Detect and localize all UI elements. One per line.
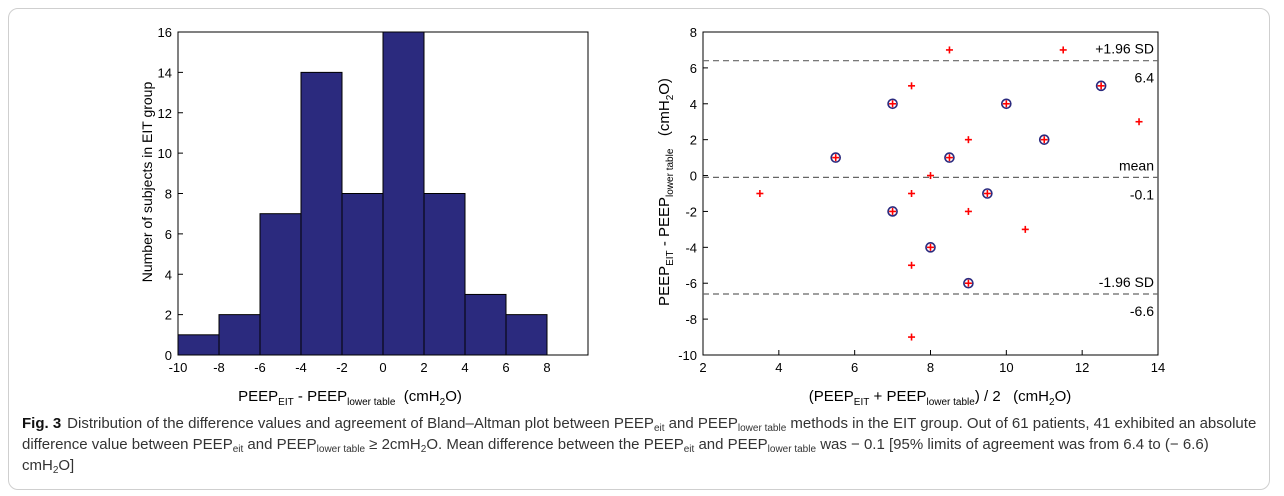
histogram-chart: 0 2 4 6 8 10 12 14 16 -10 -8 -6 -4 -2 0 2 4 6 8 Number of … [139,25,589,407]
bland-altman-x-axis-label: (PEEPEIT + PEEPlower table) / 2 (cmH2O) [809,388,1071,407]
data-point [832,154,840,162]
data-point-circle [982,188,993,199]
bland-altman-plot-area: -10 -8 -6 -4 -2 0 2 4 6 8 2 4 6 8 10 12 14 +1.96 SD 6.4 mea… [678,25,1165,375]
data-point [908,190,916,197]
histogram-y-tick-label: 6 [165,227,172,242]
histogram-y-tick-label: 14 [158,65,172,80]
data-point [1002,100,1010,108]
bland-altman-y-tick-label: -10 [678,348,697,363]
bland-altman-y-tick-label: -2 [685,204,697,219]
data-point-circle [1095,80,1107,92]
histogram-x-tick-label: 0 [379,360,386,375]
bland-altman-y-tick-label: 8 [690,25,697,40]
data-point-circle [887,98,898,110]
histogram-plot-area: 0 2 4 6 8 10 12 14 16 -10 -8 -6 -4 -2 0 2 4 6 8 [158,25,589,375]
bland-altman-y-tick-label: 2 [690,133,697,148]
data-point-circle [887,206,898,217]
data-point [889,207,897,215]
data-point [927,243,934,251]
histogram-bar [382,31,425,356]
data-point [1040,136,1048,144]
histogram-y-tick-label: 0 [165,348,172,363]
histogram-bar [505,314,548,356]
data-point [908,261,916,269]
data-point-circle [1038,134,1050,145]
bland-altman-y-tick-label: -8 [685,312,697,327]
histogram-bar [177,334,220,356]
reference-line-value: -0.1 [1130,186,1154,202]
histogram-y-tick-label: 4 [165,267,172,282]
bland-altman-x-tick-label: 6 [851,360,858,375]
data-point [1021,225,1029,233]
data-point [908,82,916,90]
bland-altman-axes-box [702,31,1159,356]
histogram-bar [423,193,466,356]
data-point [927,172,934,180]
bland-altman-y-axis-label: PEEPEIT - PEEPlower table (cmH2O) [656,78,676,306]
bland-altman-y-tick-label: 4 [690,97,697,112]
reference-line-value: -6.6 [1130,303,1154,319]
histogram-y-tick-label: 16 [158,25,172,40]
data-point-circle [944,152,955,163]
data-point [1097,82,1105,90]
histogram-bar [341,193,384,356]
histogram-x-tick-label: 4 [461,360,468,375]
histogram-y-tick-label: 8 [165,187,172,202]
reference-line-label: +1.96 SD [1095,41,1154,57]
histogram-y-tick-label: 10 [158,146,172,161]
data-point [1135,118,1143,126]
histogram-x-tick-label: -4 [295,360,307,375]
bland-altman-y-tick-label: -4 [685,240,697,255]
data-point [756,190,764,197]
histogram-x-tick-label: -6 [254,360,266,375]
histogram-x-tick-label: -8 [213,360,225,375]
data-point-circle [1001,98,1012,110]
data-point [1059,46,1067,54]
histogram-x-tick-label: -2 [336,360,348,375]
data-point [964,279,972,287]
histogram-y-tick-label: 2 [165,308,172,323]
bland-altman-y-tick-label: 0 [690,169,697,184]
reference-line-label: -1.96 SD [1099,274,1154,290]
figure-frame [8,8,1270,490]
data-point [964,136,972,144]
histogram-x-axis-label: PEEPEIT - PEEPlower table (cmH2O) [238,388,462,407]
histogram-x-tick-label: 6 [502,360,509,375]
data-point [889,100,897,108]
bland-altman-x-tick-label: 4 [775,360,782,375]
data-point [945,46,953,54]
histogram-x-tick-label: 2 [420,360,427,375]
histogram-y-axis-label: Number of subjects in EIT group [139,82,155,283]
bland-altman-x-tick-label: 10 [999,360,1013,375]
histogram-bar [300,71,343,356]
bland-altman-y-tick-label: -6 [685,276,697,291]
bland-altman-y-tick-label: 6 [690,61,697,76]
data-point [964,207,972,215]
data-point [908,333,916,341]
bland-altman-x-tick-label: 12 [1075,360,1089,375]
histogram-y-tick-label: 12 [158,106,172,121]
reference-line-value: 6.4 [1135,70,1155,86]
data-point [945,154,953,162]
reference-line-label: mean [1119,157,1154,173]
data-point-circle [963,277,974,289]
histogram-bar [464,293,507,356]
data-point [983,190,991,197]
data-point-circle [830,152,842,163]
bland-altman-x-tick-label: 2 [699,360,706,375]
bland-altman-chart: -10 -8 -6 -4 -2 0 2 4 6 8 2 4 6 8 10 12 14 +1.96 SD 6.4 mea… [656,25,1165,407]
histogram-x-tick-label: -10 [169,360,188,375]
figure-label: Fig. 3 [22,415,62,432]
data-point-circle [925,242,936,253]
histogram-bar [259,213,302,356]
bland-altman-x-tick-label: 8 [927,360,934,375]
histogram-bar [218,314,261,356]
figure-caption: Fig. 3 Distribution of the difference val… [22,415,1257,476]
bland-altman-x-tick-label: 14 [1151,360,1165,375]
histogram-x-tick-label: 8 [543,360,550,375]
